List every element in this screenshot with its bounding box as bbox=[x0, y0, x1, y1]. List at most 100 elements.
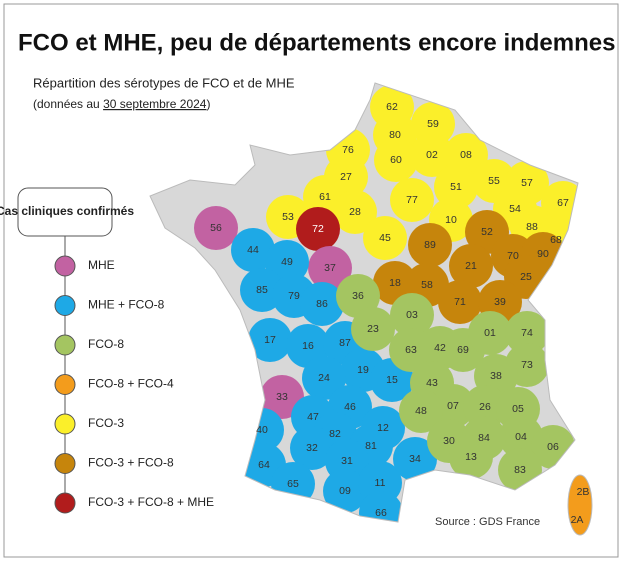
legend-label: FCO-8 + FCO-4 bbox=[88, 377, 174, 391]
department-code: 77 bbox=[406, 194, 418, 206]
department-code: 17 bbox=[264, 334, 276, 346]
department-code: 74 bbox=[521, 327, 533, 339]
department-code: 76 bbox=[342, 144, 354, 156]
department-area bbox=[399, 389, 443, 433]
department-code: 15 bbox=[386, 374, 398, 386]
department-code: 18 bbox=[389, 277, 401, 289]
department-code: 87 bbox=[339, 337, 351, 349]
department-code: 53 bbox=[282, 211, 294, 223]
department-area bbox=[323, 469, 367, 513]
department-code: 62 bbox=[386, 101, 398, 113]
department-area bbox=[290, 426, 334, 470]
department-code: 39 bbox=[494, 296, 506, 308]
department-code: 68 bbox=[550, 234, 562, 246]
department-area bbox=[390, 178, 434, 222]
department-code: 83 bbox=[514, 464, 526, 476]
department-code: 54 bbox=[509, 203, 521, 215]
department-area bbox=[296, 207, 340, 251]
department-code: 32 bbox=[306, 442, 318, 454]
department-area bbox=[390, 293, 434, 337]
department-code: 80 bbox=[389, 129, 401, 141]
department-code: 26 bbox=[479, 401, 491, 413]
department-code: 72 bbox=[312, 223, 324, 235]
department-code: 19 bbox=[357, 364, 369, 376]
date-line: (données au 30 septembre 2024) bbox=[33, 97, 210, 111]
department-code: 52 bbox=[481, 226, 493, 238]
legend-swatch bbox=[54, 492, 76, 514]
department-code: 70 bbox=[507, 250, 519, 262]
department-code: 66 bbox=[375, 507, 387, 519]
department-area bbox=[363, 216, 407, 260]
department-code: 63 bbox=[405, 344, 417, 356]
department-code: 07 bbox=[447, 400, 459, 412]
department-code: 23 bbox=[367, 323, 379, 335]
department-code: 81 bbox=[365, 440, 377, 452]
department-code: 02 bbox=[426, 149, 438, 161]
department-code: 86 bbox=[316, 298, 328, 310]
department-code: 60 bbox=[390, 154, 402, 166]
department-area bbox=[468, 311, 512, 355]
legend-label: MHE + FCO-8 bbox=[88, 298, 165, 312]
department-code: 33 bbox=[276, 391, 288, 403]
legend: MHE MHE + FCO-8 FCO-8 FCO-8 + FCO-4 FCO-3 FCO… bbox=[54, 255, 214, 514]
department-area bbox=[449, 244, 493, 288]
department-area bbox=[505, 311, 549, 355]
department-code: 40 bbox=[256, 424, 268, 436]
department-code: 71 bbox=[454, 296, 466, 308]
department-area bbox=[408, 223, 452, 267]
legend-label: FCO-3 + FCO-8 bbox=[88, 456, 174, 470]
department-code: 10 bbox=[445, 214, 457, 226]
legend-label: MHE bbox=[88, 258, 115, 272]
department-code: 25 bbox=[520, 271, 532, 283]
department-code: 38 bbox=[490, 370, 502, 382]
department-area bbox=[393, 437, 437, 481]
department-code: 79 bbox=[288, 290, 300, 302]
legend-swatch bbox=[54, 255, 76, 277]
subtitle: Répartition des sérotypes de FCO et de M… bbox=[33, 75, 295, 90]
department-code: 11 bbox=[375, 477, 386, 489]
department-code: 30 bbox=[443, 435, 455, 447]
title: FCO et MHE, peu de départements encore i… bbox=[18, 29, 615, 56]
department-area bbox=[463, 385, 507, 429]
department-code: 55 bbox=[488, 175, 500, 187]
department-code: 64 bbox=[258, 459, 270, 471]
department-code: 89 bbox=[424, 239, 436, 251]
department-code: 65 bbox=[287, 478, 299, 490]
department-code: 21 bbox=[465, 260, 477, 272]
department-code: 04 bbox=[515, 431, 527, 443]
frame bbox=[3, 3, 619, 558]
department-code: 43 bbox=[426, 377, 438, 389]
legend-title: Cas cliniques confirmés bbox=[0, 204, 134, 218]
department-code: 09 bbox=[339, 485, 351, 497]
department-code: 49 bbox=[281, 256, 293, 268]
department-code: 58 bbox=[421, 279, 433, 291]
department-area bbox=[248, 318, 292, 362]
department-code: 12 bbox=[377, 422, 389, 434]
department-code: 82 bbox=[329, 428, 341, 440]
legend-label: FCO-3 + FCO-8 + MHE bbox=[88, 495, 214, 509]
department-area bbox=[411, 102, 455, 146]
department-code: 48 bbox=[415, 405, 427, 417]
source: Source : GDS France bbox=[435, 516, 540, 528]
department-code: 37 bbox=[324, 262, 336, 274]
department-area bbox=[434, 165, 478, 209]
department-area bbox=[449, 435, 493, 479]
department-area bbox=[438, 280, 482, 324]
department-area bbox=[410, 133, 454, 177]
date: 30 septembre 2024 bbox=[103, 97, 207, 111]
france-outline bbox=[149, 82, 579, 523]
department-area bbox=[374, 138, 418, 182]
department-code: 51 bbox=[450, 181, 462, 193]
legend-swatch bbox=[54, 413, 76, 435]
department-area bbox=[308, 246, 352, 290]
department-code: 56 bbox=[210, 222, 222, 234]
department-code: 31 bbox=[341, 455, 353, 467]
date-prefix: (données au bbox=[33, 97, 100, 111]
department-code: 27 bbox=[340, 171, 352, 183]
department-code: 05 bbox=[512, 403, 524, 415]
department-area bbox=[194, 206, 238, 250]
department-code: 34 bbox=[409, 453, 421, 465]
department-code: 01 bbox=[484, 327, 496, 339]
department-code: 36 bbox=[352, 290, 364, 302]
